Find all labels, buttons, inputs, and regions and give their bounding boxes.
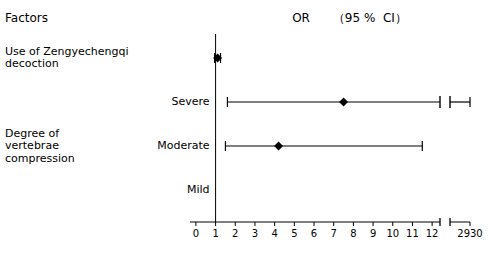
ci-line [225, 145, 422, 146]
tick-label: 2 [232, 228, 238, 239]
tick [314, 222, 315, 226]
tick [412, 222, 413, 226]
tick-label: 2930 [457, 228, 482, 239]
tick [254, 222, 255, 226]
tick-label: 1 [212, 228, 218, 239]
row-label-line: Degree of [5, 127, 60, 140]
ci-cap [469, 97, 470, 107]
tick-label: 5 [291, 228, 297, 239]
plot-area [213, 34, 470, 222]
ci-line [450, 101, 470, 102]
tick [274, 222, 275, 226]
header: Factors [5, 11, 48, 25]
row-label-line: Use of Zengyechengqi [5, 45, 128, 58]
ci-break [439, 96, 440, 108]
header: OR （95 % CI） [292, 11, 407, 25]
tick-label: 12 [426, 228, 439, 239]
ci-line [227, 101, 440, 102]
axis-line [450, 222, 470, 223]
row-label: Degree ofvertebraecompression [5, 127, 75, 165]
x-axis: 01234567891011122930 [190, 218, 483, 239]
row-label-line: decoction [5, 57, 59, 70]
tick [470, 222, 471, 226]
row-label-line: vertebrae [5, 139, 59, 152]
tick [294, 222, 295, 226]
tick [235, 222, 236, 226]
tick [195, 222, 196, 226]
axis-break [439, 218, 440, 226]
tick [373, 222, 374, 226]
tick [392, 222, 393, 226]
tick-label: 7 [331, 228, 337, 239]
tick-label: 6 [311, 228, 317, 239]
row-label-line: compression [5, 152, 75, 165]
tick-label: 8 [350, 228, 356, 239]
row-sublabel: Severe [172, 95, 210, 108]
ci-cap [422, 141, 423, 151]
chart: FactorsOR （95 % CI）01234567891011122930U… [0, 0, 500, 260]
estimate-marker [339, 98, 348, 107]
tick-label: 10 [386, 228, 399, 239]
tick-label: 11 [406, 228, 419, 239]
reference-line [215, 34, 216, 222]
tick [333, 222, 334, 226]
tick-label: 4 [271, 228, 277, 239]
tick-label: 0 [193, 228, 199, 239]
tick-label: 3 [252, 228, 258, 239]
row-sublabel: Mild [187, 183, 210, 196]
estimate-marker [274, 142, 283, 151]
row-label: Use of Zengyechengqidecoction [5, 45, 128, 71]
tick [432, 222, 433, 226]
tick [215, 222, 216, 226]
tick [353, 222, 354, 226]
axis-line [190, 222, 440, 223]
row-sublabel: Moderate [157, 139, 210, 152]
estimate-marker [213, 54, 222, 63]
tick-label: 9 [370, 228, 376, 239]
